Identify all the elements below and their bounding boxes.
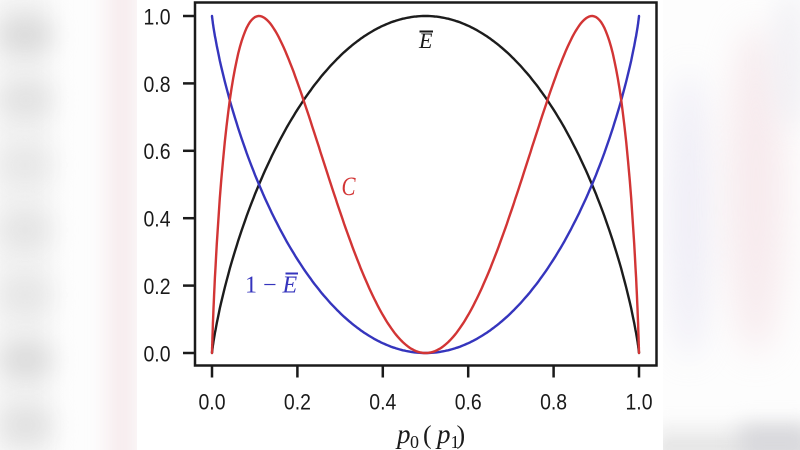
svg-text:0.2: 0.2 [144,274,171,299]
svg-text:1.0: 1.0 [144,4,171,29]
svg-text:1: 1 [451,432,460,450]
svg-text:0.0: 0.0 [144,341,171,366]
svg-text:0: 0 [410,432,419,450]
svg-text:1 − E: 1 − E [245,273,298,299]
svg-text:C: C [342,172,357,201]
svg-text:0.2: 0.2 [284,389,311,414]
svg-text:(: ( [423,421,432,450]
svg-text:0.0: 0.0 [199,389,226,414]
svg-text:0.4: 0.4 [369,389,396,414]
svg-text:0.6: 0.6 [455,389,482,414]
svg-text:p: p [395,419,411,449]
svg-text:0.8: 0.8 [540,389,567,414]
svg-text:1.0: 1.0 [626,389,653,414]
svg-text:E: E [418,28,433,53]
svg-text:0.6: 0.6 [144,139,171,164]
svg-text:0.8: 0.8 [144,72,171,97]
svg-text:p: p [435,419,451,449]
svg-text:): ) [457,421,466,450]
svg-text:0.4: 0.4 [144,207,171,232]
